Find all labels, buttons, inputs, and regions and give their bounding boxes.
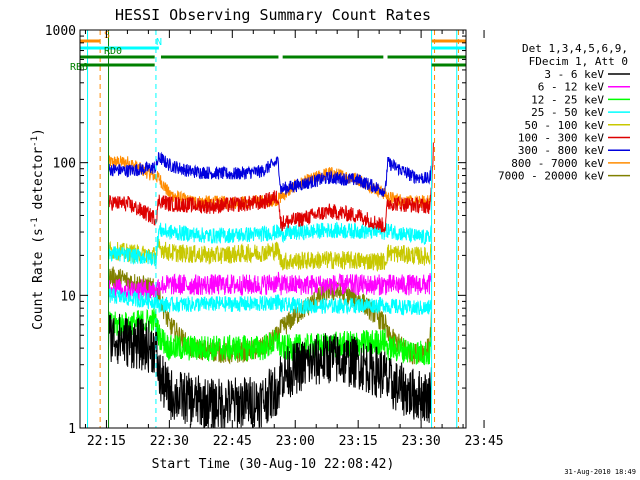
x-tick-label: 22:45 — [213, 434, 252, 449]
legend-label-7: 800 - 7000 keV — [511, 157, 604, 170]
x-tick-label: 23:00 — [276, 434, 315, 449]
series-line-5 — [108, 221, 432, 267]
series-layer — [108, 142, 434, 429]
date-stamp: 31-Aug-2010 18:49 — [564, 468, 636, 476]
y-tick-label: 10 — [60, 289, 76, 304]
x-tick-label: 23:30 — [402, 434, 441, 449]
series-line-9 — [108, 313, 432, 429]
vertical-markers — [87, 30, 459, 428]
legend-label-1: 6 - 12 keV — [538, 81, 605, 94]
x-tick-label: 22:15 — [87, 434, 126, 449]
plot-frame — [79, 29, 467, 429]
flag-label-rb6: RB6 — [70, 62, 88, 73]
x-tick-label: 23:15 — [339, 434, 378, 449]
legend-header-line-2: FDecim 1, Att 0 — [529, 55, 628, 68]
legend: Det 1,3,4,5,6,9, FDecim 1, Att 0 3 - 6 k… — [498, 42, 630, 183]
legend-label-4: 50 - 100 keV — [525, 119, 605, 132]
axis-ticks: 22:15 22:30 22:45 23:00 23:15 23:30 23:45 1 10 10… — [45, 24, 504, 449]
series-line-4 — [108, 238, 432, 272]
series-line-8 — [108, 287, 432, 316]
legend-label-6: 300 - 800 keV — [518, 144, 604, 157]
y-tick-label: 100 — [53, 157, 76, 172]
legend-label-3: 25 - 50 keV — [531, 106, 604, 119]
x-tick-label: 22:30 — [150, 434, 189, 449]
legend-label-0: 3 - 6 keV — [544, 68, 604, 81]
series-line-6 — [108, 142, 434, 233]
legend-label-8: 7000 - 20000 keV — [498, 170, 604, 183]
flag-label-s: S — [104, 30, 110, 41]
chart-title: HESSI Observing Summary Count Rates — [115, 6, 431, 24]
y-tick-label: 1000 — [45, 24, 76, 39]
legend-label-5: 100 - 300 keV — [518, 132, 604, 145]
series-line-0 — [108, 155, 432, 210]
x-axis-label: Start Time (30-Aug-10 22:08:42) — [152, 457, 395, 472]
legend-label-2: 12 - 25 keV — [531, 93, 604, 106]
y-tick-label: 1 — [68, 422, 76, 437]
flag-label-rd0: RD0 — [104, 46, 122, 57]
flag-label-n: N — [156, 37, 162, 48]
series-line-7 — [108, 271, 432, 301]
x-tick-label: 23:45 — [464, 434, 503, 449]
legend-header-line-1: Det 1,3,4,5,6,9, — [522, 42, 628, 55]
series-line-1 — [108, 151, 432, 197]
flag-bars: S N RD0 RB6 — [70, 30, 466, 73]
series-line-3 — [108, 308, 432, 366]
y-axis-label: Count Rate (s-1 detector-1) — [30, 128, 46, 330]
